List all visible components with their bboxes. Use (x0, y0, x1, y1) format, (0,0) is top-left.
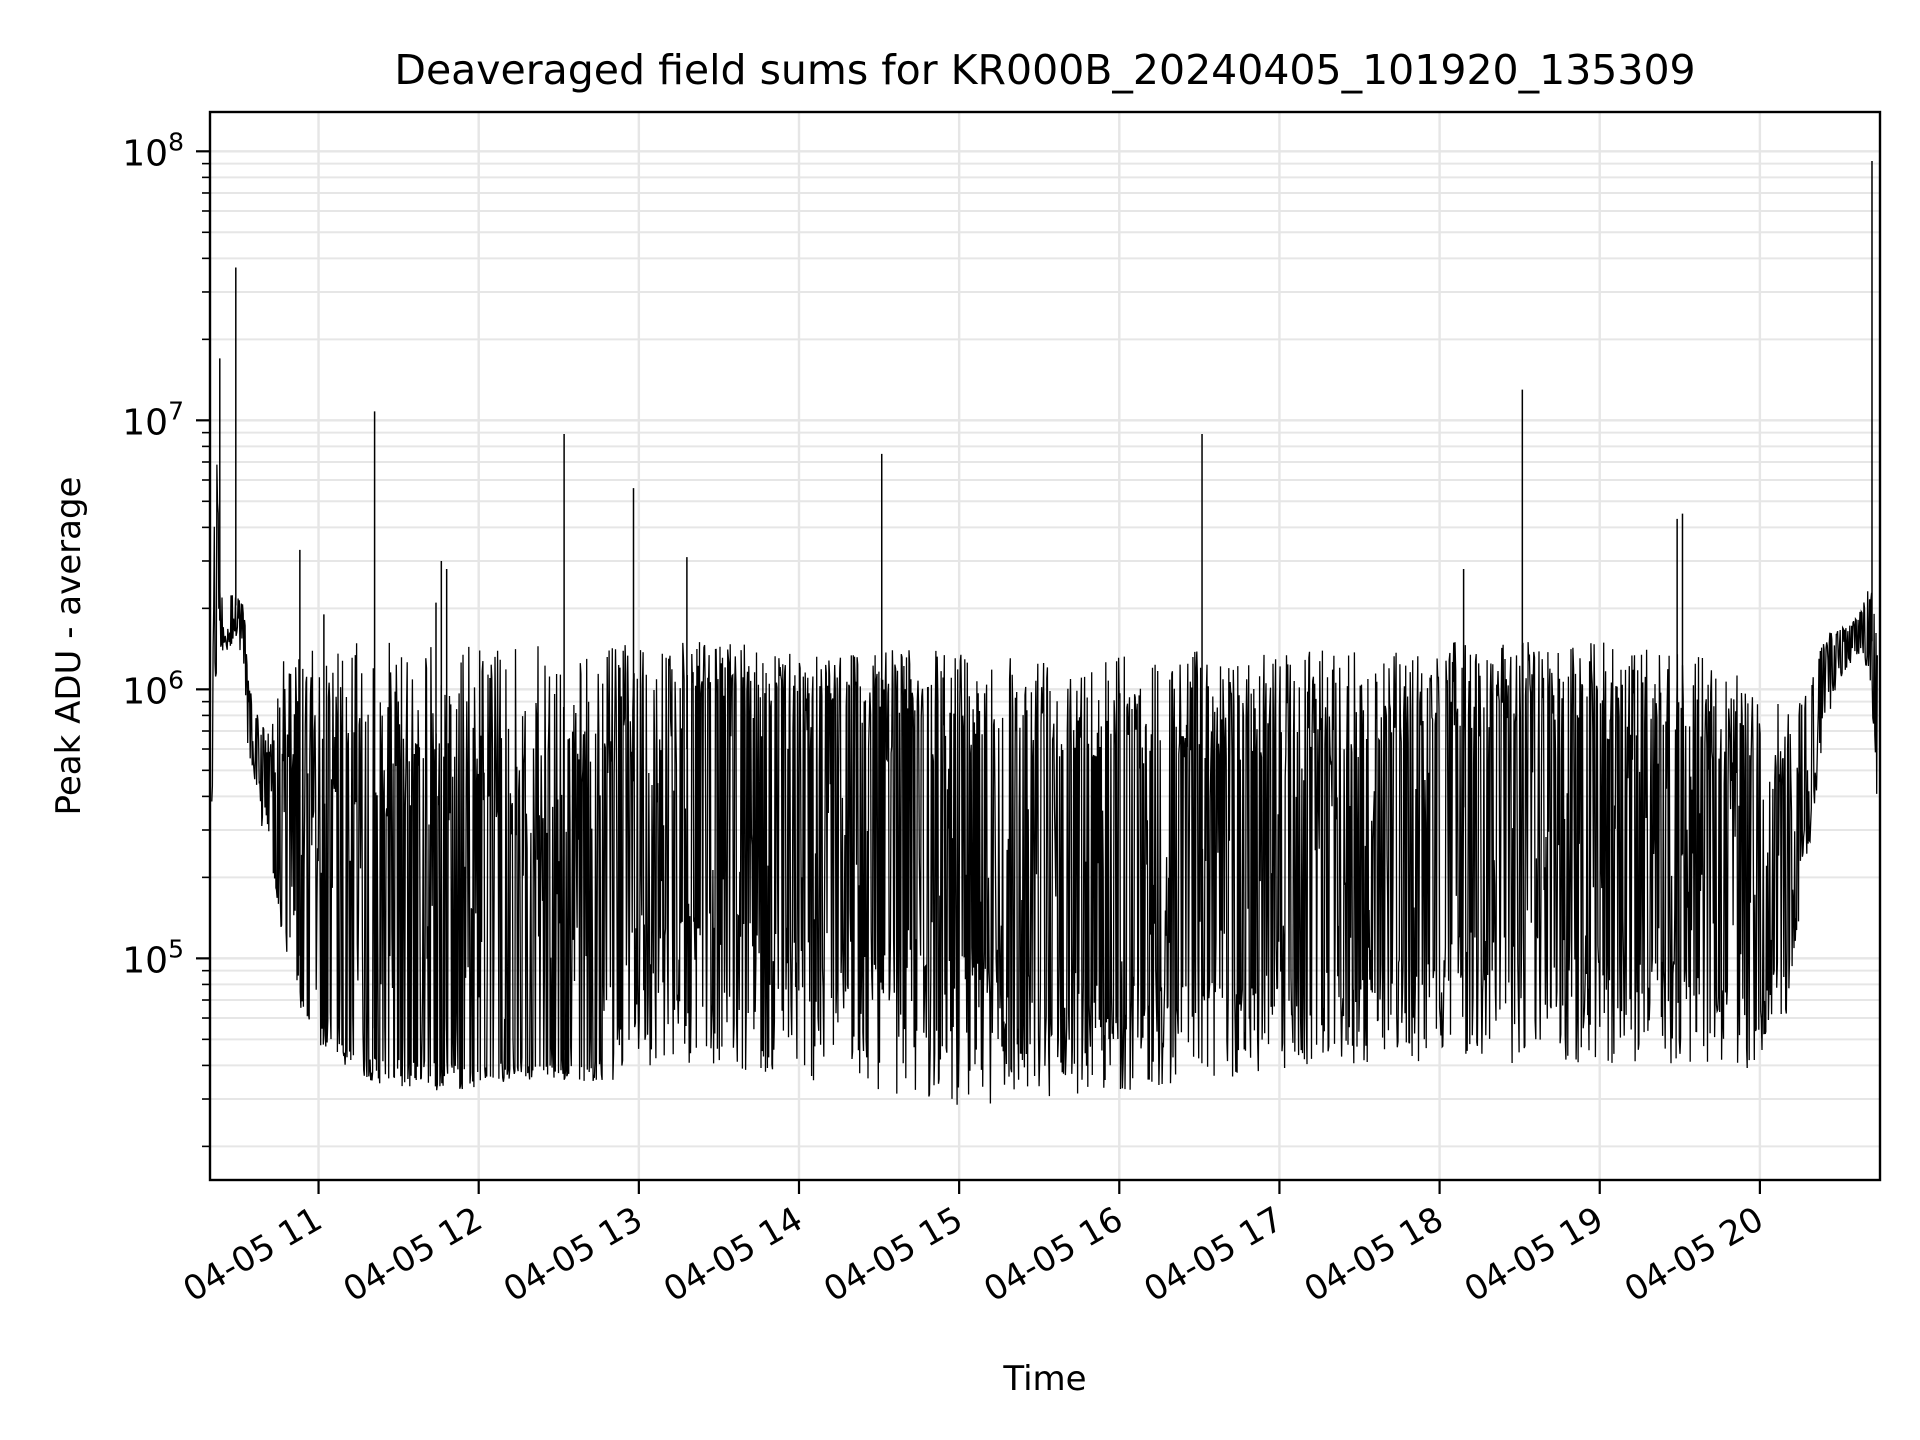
plot-area (211, 161, 1878, 1105)
y-tick-label: 105 (122, 934, 184, 981)
y-tick-label: 106 (122, 665, 184, 712)
series-line (211, 464, 1878, 1105)
y-axis: 105 106 107 108 (122, 127, 210, 1148)
y-axis-label: Peak ADU - average (49, 477, 89, 816)
chart-title: Deaveraged field sums for KR000B_2024040… (394, 46, 1695, 94)
y-tick-label: 107 (122, 396, 184, 443)
x-axis-label: Time (1002, 1359, 1086, 1399)
y-tick-label: 108 (122, 127, 184, 174)
axes-frame (208, 110, 1882, 1182)
